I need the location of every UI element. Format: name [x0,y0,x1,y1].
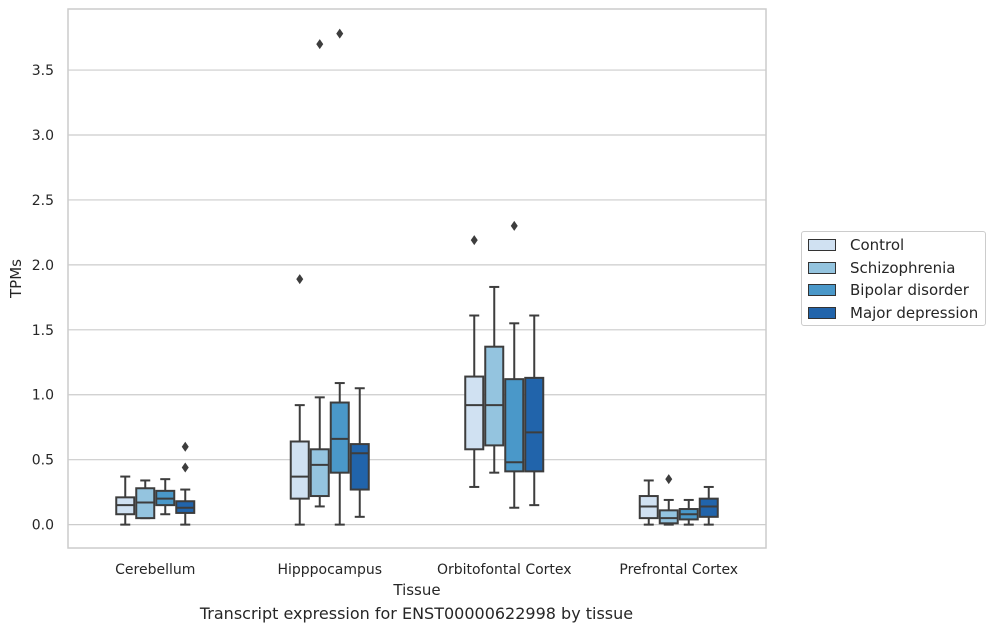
box-iqr [504,378,525,473]
box-cerebellum-bipolar-disorder [155,478,176,516]
box-hipppocampus-major-depression [349,387,370,518]
x-tick-label: Orbitofontal Cortex [437,562,572,578]
legend-label-control: Control [850,236,905,254]
box-orbitofontal-cortex-control [464,235,485,488]
grid-lines [68,69,766,526]
legend-label-bipolar-disorder: Bipolar disorder [850,281,969,299]
box-cerebellum-control [115,475,136,526]
outlier-point [181,462,189,473]
legend-item-major-depression: Major depression [808,303,978,323]
y-tick-label: 2.0 [32,258,54,274]
outlier-point [470,235,478,246]
box-iqr [464,375,485,451]
box-prefrontal-cortex-bipolar-disorder [678,498,699,526]
figure-caption: Transcript expression for ENST0000062299… [199,604,634,623]
box-iqr [289,440,310,500]
box-prefrontal-cortex-control [638,479,659,526]
box-hipppocampus-control [289,274,310,526]
x-axis-ticks: Cerebellum Hipppocampus Orbitofontal Corte… [115,562,738,578]
y-tick-label: 3.5 [32,63,54,79]
legend: Control Schizophrenia Bipolar disorder M… [801,231,986,326]
y-tick-label: 0.0 [32,518,54,534]
legend-swatch-bipolar-disorder [808,284,836,296]
x-tick-label: Prefrontal Cortex [619,562,738,578]
y-axis-title: TPMs [7,259,25,299]
box-iqr [658,509,679,525]
box-hipppocampus-bipolar-disorder [329,28,350,526]
x-tick-label: Cerebellum [115,562,195,578]
box-iqr [698,497,719,518]
legend-swatch-major-depression [808,307,836,319]
box-orbitofontal-cortex-major-depression [524,314,545,507]
legend-item-bipolar-disorder: Bipolar disorder [808,280,969,300]
box-prefrontal-cortex-major-depression [698,485,719,526]
box-orbitofontal-cortex-schizophrenia [484,285,505,474]
box-prefrontal-cortex-schizophrenia [658,474,679,526]
box-iqr [524,376,545,473]
outlier-point [181,441,189,452]
boxes [115,28,719,526]
y-tick-label: 2.5 [32,193,54,209]
legend-label-major-depression: Major depression [850,304,979,322]
y-tick-label: 0.5 [32,453,54,469]
box-cerebellum-major-depression [175,441,196,526]
legend-label-schizophrenia: Schizophrenia [850,259,956,277]
y-tick-label: 1.5 [32,323,54,339]
legend-swatch-schizophrenia [808,262,836,274]
outlier-point [296,274,304,285]
legend-item-schizophrenia: Schizophrenia [808,258,955,278]
box-hipppocampus-schizophrenia [309,39,330,508]
outlier-point [316,39,324,50]
box-cerebellum-schizophrenia [135,479,156,520]
outlier-point [665,474,673,485]
box-orbitofontal-cortex-bipolar-disorder [504,220,525,509]
y-tick-label: 1.0 [32,388,54,404]
legend-item-control: Control [808,235,904,255]
outlier-point [336,28,344,39]
outlier-point [510,220,518,231]
y-axis-ticks: 0.0 0.5 1.0 1.5 2.0 2.5 3.0 3.5 [32,63,54,534]
box-iqr [484,345,505,447]
x-axis-title: Tissue [392,581,440,599]
y-tick-label: 3.0 [32,128,54,144]
x-tick-label: Hipppocampus [277,562,382,578]
box-iqr [309,448,330,498]
legend-swatch-control [808,239,836,251]
box-iqr [329,401,350,474]
plot-area-frame [67,8,767,549]
box-iqr [349,443,370,491]
